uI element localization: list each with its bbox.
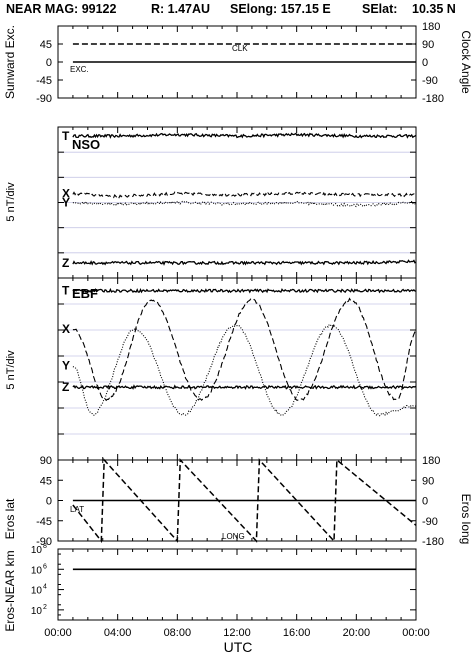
y-tick-label-right: 0 bbox=[422, 57, 428, 69]
nso-series-z-line bbox=[72, 259, 417, 266]
y-tick-label-exponent: 2 bbox=[43, 604, 47, 611]
series-label-exc: EXC. bbox=[70, 65, 89, 74]
y-tick-label-right: 0 bbox=[422, 496, 428, 508]
y-tick-label-log: 10 bbox=[31, 606, 43, 617]
panel2-label: NSO bbox=[72, 137, 100, 152]
ebf-series-t-line bbox=[72, 287, 417, 294]
x-tick-label: 20:00 bbox=[343, 627, 371, 639]
panel1-left-ylabel: Sunward Exc. bbox=[3, 25, 17, 99]
y-tick-label-left: 0 bbox=[46, 496, 52, 508]
header-selat-value: 10.35 N bbox=[412, 2, 456, 16]
ebf-series-x-line bbox=[72, 297, 417, 402]
header-selat: SElat: bbox=[362, 2, 398, 16]
nso-series-label-y: Y bbox=[62, 196, 70, 210]
x-axis-label: UTC bbox=[224, 639, 253, 655]
y-tick-label-right: -90 bbox=[422, 75, 438, 87]
y-tick-label-right: -180 bbox=[422, 536, 444, 548]
panel2-ylabel: 5 nT/div bbox=[5, 182, 17, 222]
header-selong: SElong: 157.15 E bbox=[230, 2, 331, 16]
header-title: NEAR MAG: 99122 bbox=[6, 2, 117, 16]
panel4-left-ylabel: Eros lat bbox=[3, 498, 17, 539]
y-tick-label-right: 90 bbox=[422, 475, 434, 487]
y-tick-label-right: 90 bbox=[422, 39, 434, 51]
ebf-series-z-line bbox=[72, 384, 417, 390]
nso-series-t-line bbox=[72, 132, 417, 139]
panel-frame-5 bbox=[57, 548, 417, 621]
nso-series-x-line bbox=[72, 191, 417, 199]
y-tick-label-left: 45 bbox=[40, 475, 52, 487]
panel-frame-3 bbox=[57, 277, 417, 461]
series-label-clk: CLK bbox=[232, 44, 248, 53]
series-label-long: LONG bbox=[222, 532, 245, 541]
panel3-label: EBF bbox=[72, 286, 98, 301]
y-tick-label-log: 10 bbox=[31, 586, 43, 597]
panel4-right-ylabel: Eros long bbox=[459, 494, 473, 545]
ebf-series-label-x: X bbox=[62, 322, 70, 336]
ebf-series-y-line bbox=[72, 323, 417, 417]
y-tick-label-log: 10 bbox=[31, 545, 43, 556]
y-tick-label-left: 90 bbox=[40, 455, 52, 467]
x-tick-label: 04:00 bbox=[104, 627, 132, 639]
ebf-series-label-y: Y bbox=[62, 358, 70, 372]
x-tick-label: 16:00 bbox=[283, 627, 311, 639]
series-long-line bbox=[72, 458, 417, 544]
x-tick-label: 08:00 bbox=[164, 627, 192, 639]
x-tick-label: 00:00 bbox=[44, 627, 72, 639]
header-range: R: 1.47AU bbox=[151, 2, 211, 16]
y-tick-label-exponent: 4 bbox=[43, 584, 47, 591]
series-label-lat: LAT bbox=[70, 505, 84, 514]
y-tick-label-left: -90 bbox=[36, 93, 52, 105]
panel5-ylabel: Eros-NEAR km bbox=[3, 550, 17, 631]
nso-series-y-line bbox=[72, 200, 417, 208]
y-tick-label-exponent: 8 bbox=[43, 543, 47, 550]
panel3-ylabel: 5 nT/div bbox=[5, 350, 17, 390]
ebf-series-label-z: Z bbox=[62, 380, 69, 394]
plot-header: NEAR MAG: 99122 R: 1.47AU SElong: 157.15… bbox=[0, 2, 474, 18]
y-tick-label-right: -90 bbox=[422, 516, 438, 528]
ebf-series-label-t: T bbox=[62, 284, 70, 298]
y-tick-label-left: -90 bbox=[36, 536, 52, 548]
y-tick-label-log: 10 bbox=[31, 565, 43, 576]
y-tick-label-right: 180 bbox=[422, 455, 440, 467]
nso-series-label-z: Z bbox=[62, 256, 69, 270]
y-tick-label-left: 0 bbox=[46, 57, 52, 69]
y-tick-label-left: -45 bbox=[36, 75, 52, 87]
x-tick-label: 12:00 bbox=[223, 627, 251, 639]
nso-series-label-t: T bbox=[62, 129, 70, 143]
y-tick-label-right: -180 bbox=[422, 93, 444, 105]
y-tick-label-left: -45 bbox=[36, 516, 52, 528]
y-tick-label-left: 45 bbox=[40, 39, 52, 51]
y-tick-label-right: 180 bbox=[422, 21, 440, 33]
nso-series-label-x: X bbox=[62, 186, 70, 200]
x-tick-label: 00:00 bbox=[402, 627, 430, 639]
panel1-right-ylabel: Clock Angle bbox=[459, 30, 473, 94]
y-tick-label-exponent: 6 bbox=[43, 563, 47, 570]
